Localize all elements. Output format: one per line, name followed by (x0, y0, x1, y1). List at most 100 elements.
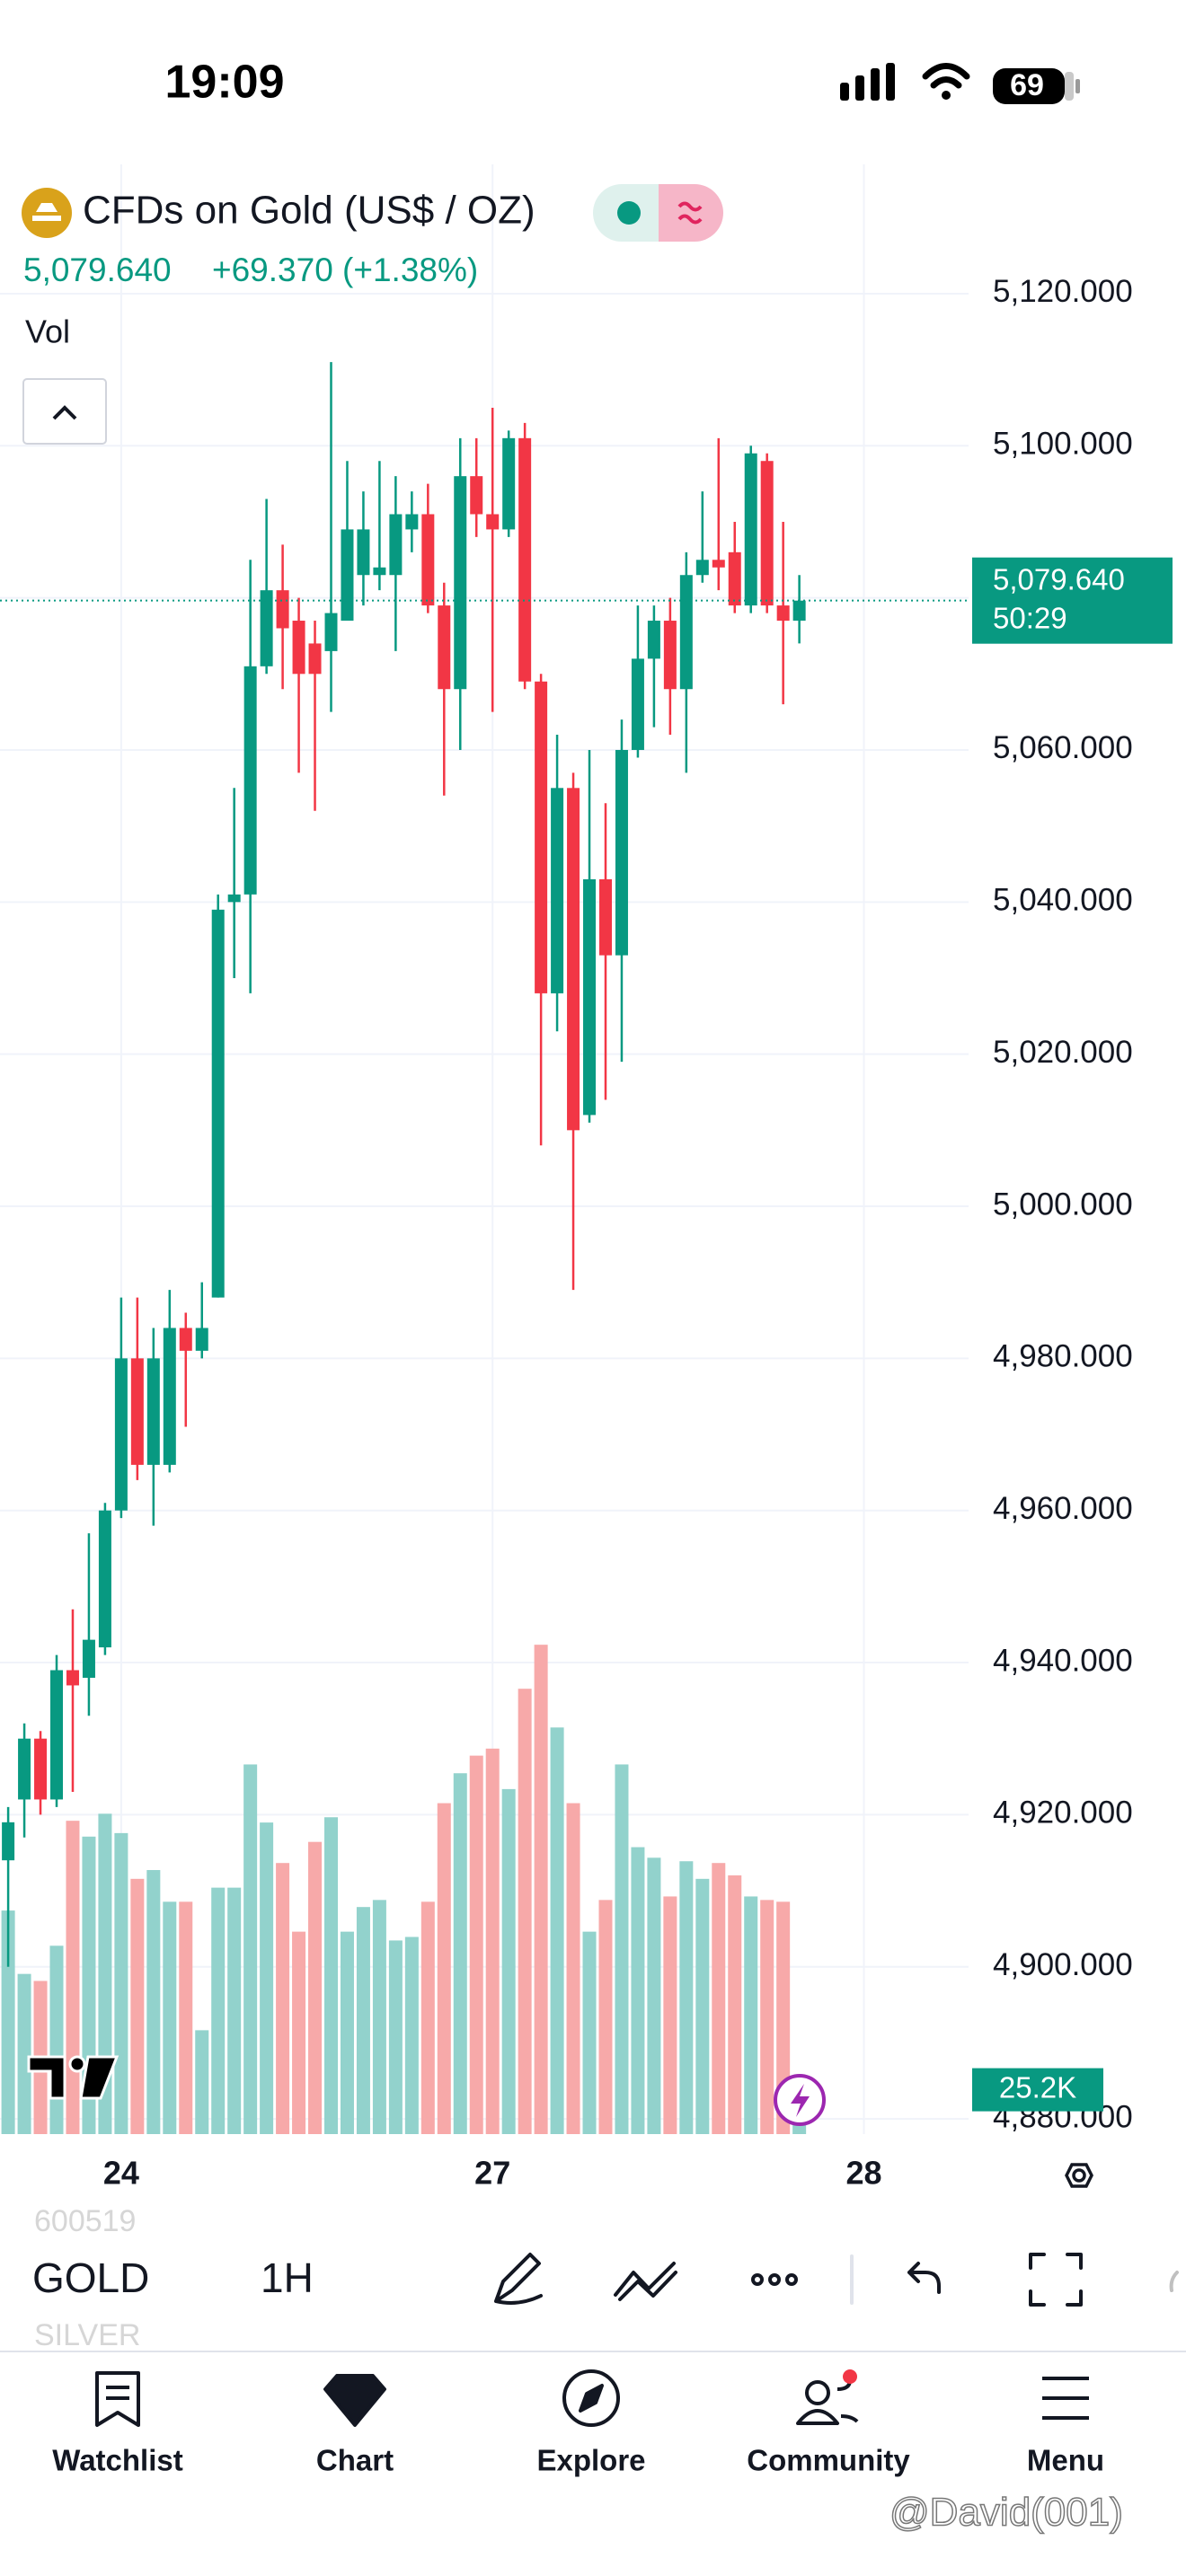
volume-bar (469, 1755, 483, 2134)
volume-label: 25.2K (999, 2070, 1076, 2104)
battery-nub (1075, 79, 1080, 93)
lightning-button[interactable] (774, 2074, 826, 2126)
candles (2, 362, 806, 1967)
y-tick-label: 5,060.000 (993, 730, 1133, 765)
nav-label[interactable]: Explore (536, 2444, 645, 2477)
symbol-title[interactable]: CFDs on Gold (US$ / OZ) (83, 189, 535, 233)
volume-bar (227, 1887, 242, 2134)
volume-bar (453, 1773, 467, 2134)
volume-bar (163, 1901, 177, 2134)
volume-bar (712, 1863, 726, 2134)
chart-icon[interactable] (323, 2374, 386, 2427)
market-toggle[interactable] (593, 184, 723, 242)
volume-bar (146, 1870, 161, 2134)
volume-bar (276, 1863, 290, 2134)
volume-bar (437, 1803, 451, 2134)
candle-body (583, 878, 597, 1116)
fullscreen-icon[interactable] (1029, 2253, 1083, 2307)
volume-bar (615, 1764, 629, 2134)
volume-bar (404, 1936, 419, 2134)
nav-label[interactable]: Watchlist (52, 2444, 182, 2477)
battery-fill (1065, 72, 1074, 101)
community-icon[interactable] (796, 2369, 859, 2425)
candle-body (211, 909, 225, 1298)
y-tick-label: 4,940.000 (993, 1643, 1133, 1678)
candle-body (18, 1738, 31, 1800)
candle-body (502, 437, 516, 530)
price-label-box (972, 557, 1173, 644)
signal-icon (840, 63, 895, 101)
symbol[interactable]: GOLD (32, 2254, 149, 2301)
y-tick-label: 5,040.000 (993, 883, 1133, 918)
interval[interactable]: 1H (261, 2254, 314, 2301)
collapse-button[interactable] (22, 378, 107, 445)
candle-body (421, 514, 435, 606)
watchlist-icon[interactable] (95, 2371, 140, 2427)
status-bar-bg (0, 0, 1186, 162)
symbol-next[interactable]: SILVER (34, 2318, 140, 2352)
volume-bar (356, 1907, 370, 2134)
volume-bar (582, 1931, 597, 2134)
volume-bar (49, 1945, 64, 2134)
volume-bar (243, 1764, 258, 2134)
y-tick-label: 5,020.000 (993, 1035, 1133, 1070)
nav-label[interactable]: Menu (1027, 2444, 1104, 2477)
volume-bar (534, 1645, 548, 2134)
countdown: 50:29 (993, 601, 1067, 634)
volume-bar (728, 1875, 742, 2134)
nav-label[interactable]: Community (747, 2444, 910, 2477)
candle-body (695, 560, 709, 576)
volume-bar (550, 1727, 564, 2134)
menu-icon[interactable] (1042, 2377, 1089, 2420)
candle-body (389, 514, 403, 576)
y-tick-label: 4,960.000 (993, 1491, 1133, 1526)
more-edge-icon (1169, 2271, 1179, 2292)
volume-bar (631, 1847, 645, 2134)
volume-bar (211, 1887, 226, 2134)
volume-bar (179, 1901, 193, 2134)
volume-bar (260, 1822, 274, 2134)
y-tick-label: 4,900.000 (993, 1947, 1133, 1982)
candle-body (373, 567, 386, 576)
nav-label[interactable]: Chart (316, 2444, 394, 2477)
undo-icon[interactable] (907, 2262, 941, 2294)
candle-body (535, 681, 548, 993)
trend-icon[interactable] (614, 2262, 677, 2301)
volume-bar (776, 1901, 791, 2134)
volume-bar (501, 1788, 516, 2134)
battery (993, 68, 1065, 104)
price-label: 5,079.640 (993, 562, 1125, 595)
volume-bar (66, 1821, 80, 2134)
volume-pane (1, 1645, 807, 2134)
volume-bar (598, 1900, 613, 2134)
candle-body (227, 894, 241, 903)
volume-bar (744, 1896, 758, 2134)
watermark: @David(001) (890, 2491, 1123, 2535)
x-tick-label: 28 (845, 2155, 881, 2192)
more-icon[interactable] (751, 2273, 798, 2286)
candle-body (728, 551, 741, 606)
candle-body (357, 529, 370, 576)
candle-body (598, 878, 612, 956)
symbol-prev[interactable]: 600519 (34, 2204, 136, 2238)
volume-bar (485, 1748, 500, 2134)
candle-body (163, 1328, 176, 1465)
volume-bar (130, 1878, 145, 2134)
candle-body (2, 1822, 15, 1861)
x-tick-label: 24 (103, 2155, 139, 2192)
volume-bar (292, 1931, 306, 2134)
volume-bar (663, 1896, 677, 2134)
volume-bar (518, 1689, 532, 2134)
candle-body (663, 621, 677, 690)
volume-label-box (972, 2068, 1103, 2112)
settings-icon[interactable] (1065, 2163, 1093, 2188)
candle-body (760, 461, 774, 606)
candle-body (195, 1328, 208, 1351)
draw-icon[interactable] (494, 2253, 543, 2305)
volume-bar (195, 2030, 209, 2134)
volume-bar (647, 1857, 661, 2134)
explore-icon[interactable] (562, 2369, 620, 2427)
y-tick-label: 4,980.000 (993, 1339, 1133, 1374)
volume-bar (760, 1900, 774, 2134)
